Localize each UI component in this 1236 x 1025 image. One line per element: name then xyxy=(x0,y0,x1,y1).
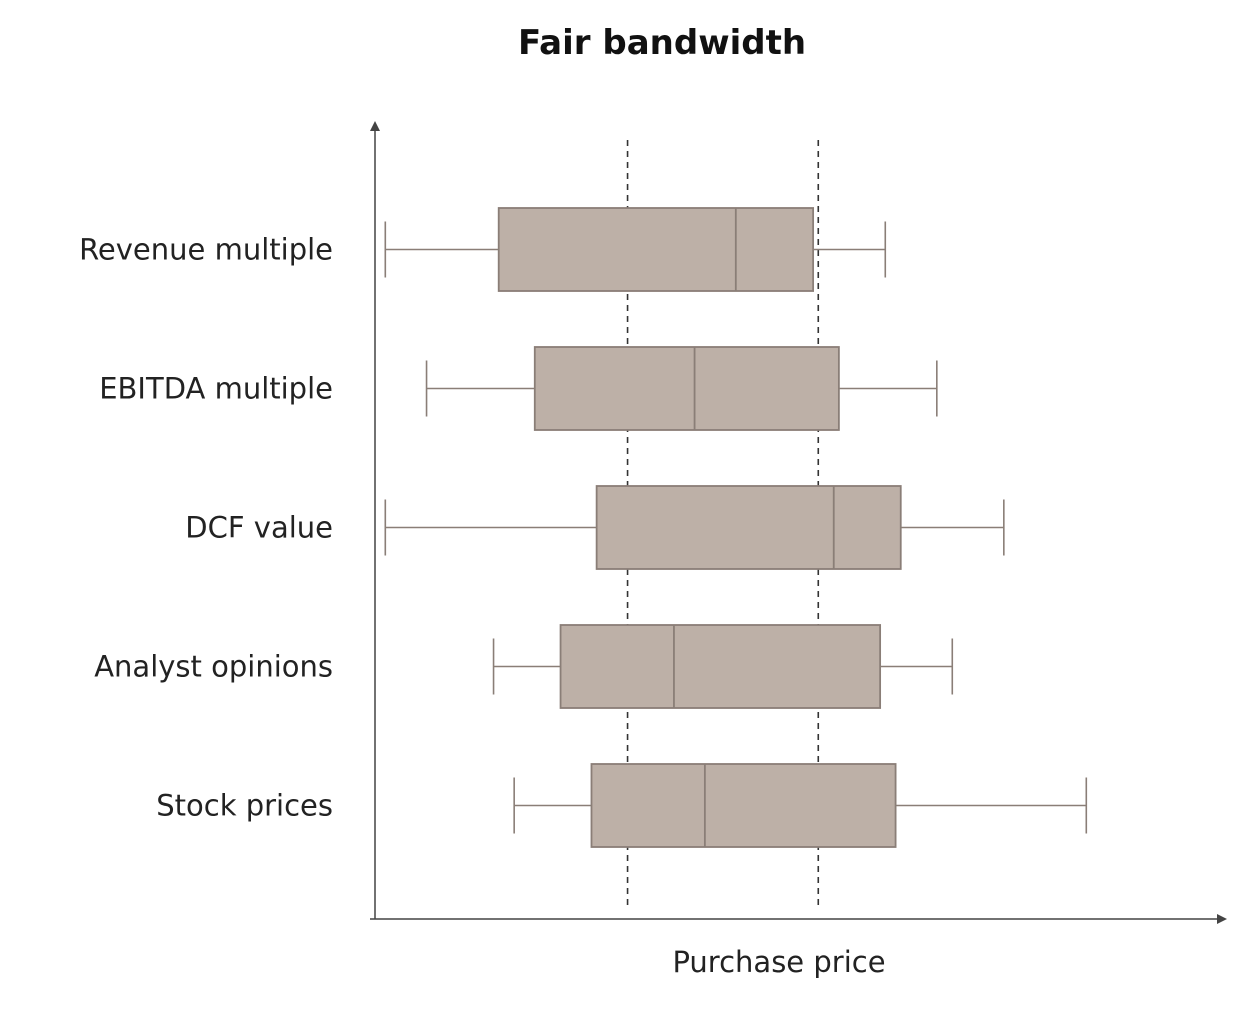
chart-title: Fair bandwidth xyxy=(518,23,806,63)
category-label: Stock prices xyxy=(156,789,333,823)
category-label: EBITDA multiple xyxy=(99,372,333,406)
category-labels: Revenue multiple EBITDA multiple DCF value… xyxy=(79,233,333,823)
box xyxy=(590,763,897,848)
box xyxy=(595,485,902,570)
category-label: Revenue multiple xyxy=(79,233,333,267)
box-series xyxy=(384,207,1088,848)
box xyxy=(533,346,840,431)
category-label: DCF value xyxy=(185,511,333,545)
box xyxy=(559,624,882,709)
x-axis-label: Purchase price xyxy=(672,945,885,979)
box xyxy=(497,207,815,292)
category-label: Analyst opinions xyxy=(94,650,333,684)
